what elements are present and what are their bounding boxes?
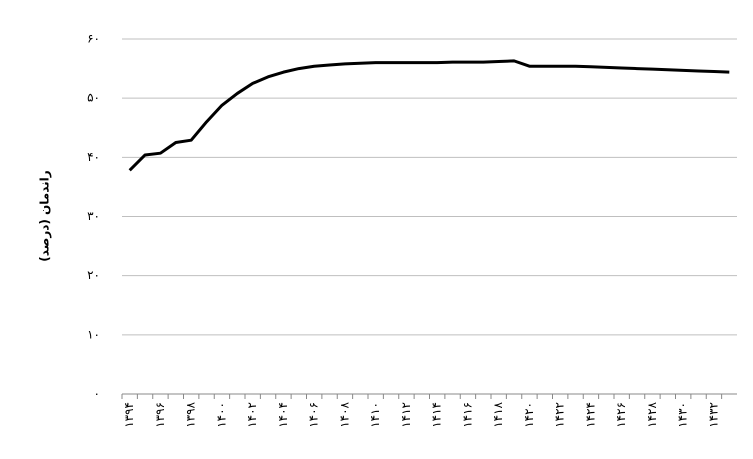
y-tick-label: ۳۰ <box>87 209 100 223</box>
y-axis-label: راندمان (درصد) <box>38 170 52 261</box>
x-tick-label: ۱۳۹۴ <box>122 402 136 428</box>
x-tick-label: ۱۴۲۸ <box>645 401 659 427</box>
x-tick-label: ۱۴۲۰ <box>522 402 536 428</box>
x-tick-label: ۱۳۹۸ <box>184 401 198 427</box>
x-tick-label: ۱۴۲۲ <box>553 402 567 428</box>
x-tick-label: ۱۴۳۰ <box>676 402 690 428</box>
line-series <box>128 59 730 172</box>
y-tick-label: ۴۰ <box>87 150 100 164</box>
x-tick-label: ۱۴۲۴ <box>583 402 597 428</box>
x-tick-label: ۱۴۱۸ <box>491 401 505 427</box>
y-tick-label: ۲۰ <box>87 268 100 282</box>
x-tick-label: ۱۴۰۲ <box>245 402 259 428</box>
x-tick-label: ۱۴۰۶ <box>307 402 321 428</box>
y-tick-label: ۰ <box>94 387 100 401</box>
x-tick-label: ۱۴۰۰ <box>214 402 228 428</box>
y-tick-label: ۵۰ <box>87 91 100 105</box>
x-tick-label: ۱۴۰۴ <box>276 402 290 428</box>
x-tick-label: ۱۴۱۲ <box>399 402 413 428</box>
x-tick-label: ۱۴۲۶ <box>614 402 628 428</box>
x-tick-label: ۱۳۹۶ <box>153 402 167 428</box>
x-tick-label: ۱۴۱۰ <box>368 402 382 428</box>
x-tick-label: ۱۴۱۶ <box>460 402 474 428</box>
x-tick-label: ۱۴۰۸ <box>337 401 351 427</box>
y-tick-label: ۶۰ <box>87 32 100 46</box>
y-tick-label: ۱۰ <box>87 327 100 341</box>
x-tick-label: ۱۴۳۲ <box>706 402 720 428</box>
x-tick-label: ۱۴۱۴ <box>430 402 444 428</box>
